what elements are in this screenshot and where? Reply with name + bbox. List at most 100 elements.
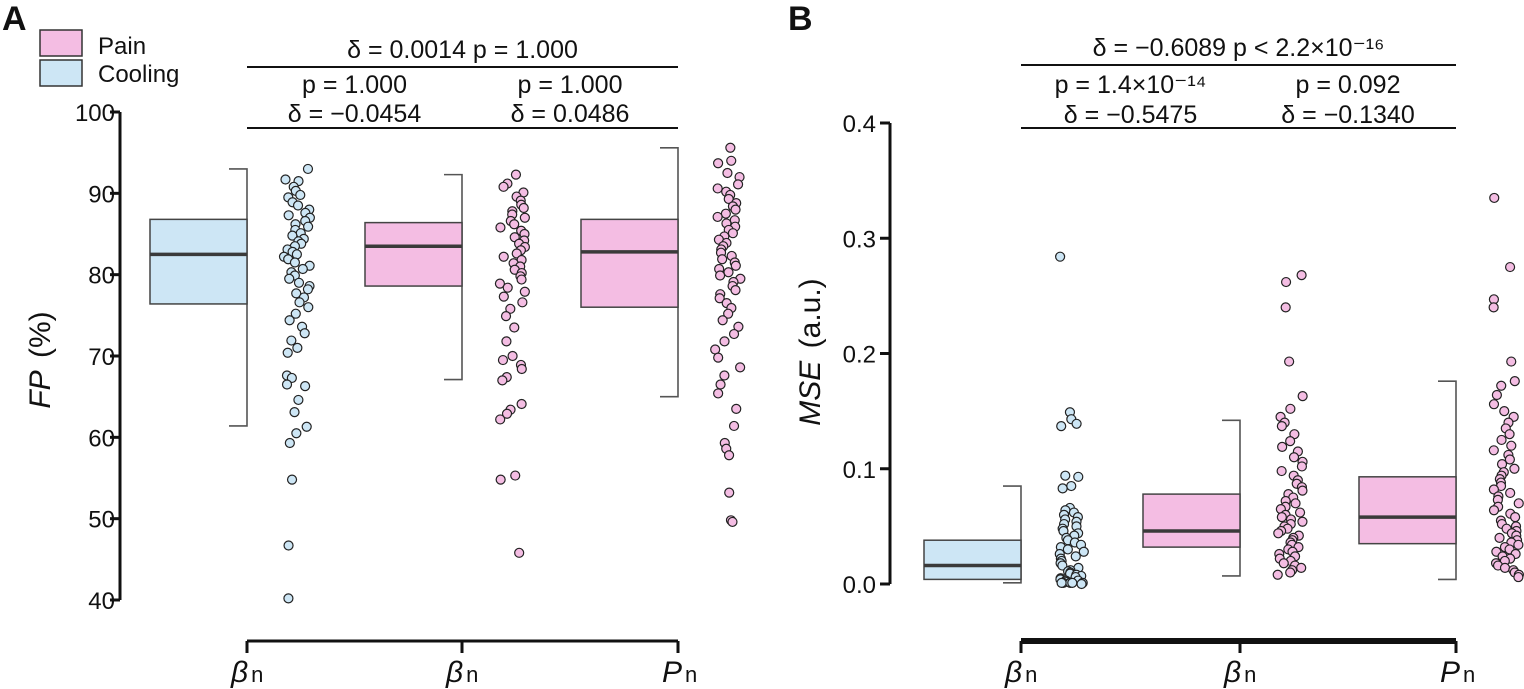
panel-a-comparison-stat: p = 1.000 bbox=[518, 71, 623, 99]
legend: Pain Cooling bbox=[39, 29, 179, 88]
panel-b-data-point bbox=[1285, 567, 1296, 578]
panel-a-data-point bbox=[497, 354, 509, 366]
legend-label-pain: Pain bbox=[98, 33, 146, 60]
panel-a-data-point bbox=[501, 408, 513, 419]
panel-b-data-point bbox=[1055, 251, 1066, 262]
panel-b-data-point bbox=[1491, 389, 1502, 401]
panel-a-data-point bbox=[498, 291, 509, 302]
panel-a-data-point bbox=[292, 342, 303, 353]
panel-b-data-point bbox=[1494, 532, 1505, 544]
panel-a-data-point bbox=[514, 547, 525, 558]
panel-b-data-point bbox=[1276, 421, 1287, 432]
panel-b-ylabel-unit: (a.u.) bbox=[794, 278, 827, 348]
panel-a-data-point bbox=[510, 470, 521, 481]
panel-b-data-point bbox=[1277, 441, 1288, 452]
panel-b-letter: B bbox=[788, 0, 813, 38]
panel-a-data-point bbox=[301, 421, 312, 432]
panel-a-data-point bbox=[283, 210, 294, 221]
panel-a-data-point bbox=[302, 221, 314, 232]
panel-b-y-tick-label: 0.1 bbox=[843, 457, 876, 484]
panel-a-data-point bbox=[725, 142, 736, 153]
panel-a-data-point bbox=[516, 363, 527, 375]
panel-b-data-point bbox=[1505, 487, 1516, 499]
panel-a-data-point bbox=[517, 297, 528, 308]
panel-b-data-point bbox=[1073, 471, 1084, 482]
panel-a-data-point bbox=[719, 336, 730, 347]
panel-a-y-tick-label: 40 bbox=[88, 588, 115, 615]
panel-a-data-point bbox=[712, 211, 723, 223]
panel-a-data-point bbox=[284, 315, 295, 326]
panel-a-data-point bbox=[518, 202, 529, 214]
legend-swatch-pain bbox=[39, 29, 83, 57]
panel-b-comparison-stat: δ = −0.6089 p < 2.2×10⁻¹⁶ bbox=[1093, 34, 1385, 62]
panel-b-data-point bbox=[1278, 558, 1289, 569]
panel-a-data-point bbox=[720, 208, 731, 219]
panel-a-data-point bbox=[722, 167, 733, 179]
panel-b-data-point bbox=[1488, 445, 1499, 456]
panel-b-data-point bbox=[1057, 483, 1068, 494]
panel-a-data-point bbox=[726, 155, 737, 166]
panel-a-data-point bbox=[280, 174, 291, 185]
panel-a-data-point bbox=[516, 398, 527, 410]
panel-b-whisker bbox=[1003, 485, 1022, 584]
panel-b-data-point bbox=[1290, 498, 1301, 509]
panel-b-data-point bbox=[1296, 461, 1308, 472]
panel-a-data-point bbox=[727, 228, 738, 239]
panel-a-data-point bbox=[284, 273, 295, 284]
panel-a-data-point bbox=[732, 179, 744, 190]
panel-a-data-point bbox=[283, 593, 294, 604]
panel-a-data-point bbox=[302, 284, 314, 295]
panel-a-data-point bbox=[500, 311, 512, 322]
panel-b-data-point bbox=[1506, 440, 1517, 451]
panel-b-data-point bbox=[1280, 302, 1291, 313]
panel-a-box bbox=[149, 218, 248, 305]
panel-a-data-point bbox=[297, 263, 308, 275]
panel-a-data-point bbox=[502, 282, 513, 293]
panel-b-data-point bbox=[1506, 356, 1517, 367]
panel-b-data-point bbox=[1076, 578, 1087, 590]
panel-b-data-point bbox=[1297, 391, 1308, 402]
panel-b-data-point bbox=[1276, 512, 1287, 523]
panel-b-data-point bbox=[1499, 406, 1510, 417]
panel-b-y-tick-label: 0.0 bbox=[843, 572, 876, 599]
panel-a-ylabel-unit: (%) bbox=[24, 311, 57, 358]
panel-a-data-point bbox=[283, 540, 294, 551]
panel-b-data-point bbox=[1056, 421, 1067, 432]
panel-a-data-point bbox=[713, 388, 724, 399]
panel-a-data-point bbox=[293, 394, 304, 406]
panel-a-data-point bbox=[509, 219, 520, 230]
panel-a-data-point bbox=[516, 274, 527, 285]
panel-a-data-point bbox=[717, 254, 728, 265]
panel-b-data-point bbox=[1513, 539, 1524, 550]
panel-b-comparison-stat: δ = −0.1340 bbox=[1281, 101, 1414, 129]
panel-a-data-point bbox=[507, 350, 518, 362]
panel-a-data-point bbox=[495, 414, 506, 425]
panel-b-data-point bbox=[1496, 434, 1507, 446]
panel-b-data-point bbox=[1276, 465, 1287, 477]
panel-b-data-point bbox=[1272, 569, 1283, 580]
panel-b-data-point bbox=[1513, 571, 1524, 583]
panel-a-data-point bbox=[735, 362, 746, 373]
panel-a-data-point bbox=[714, 293, 725, 304]
panel-a-data-point bbox=[497, 375, 508, 386]
panel-b-data-point bbox=[1509, 463, 1520, 474]
panel-b-data-point bbox=[1488, 399, 1500, 410]
panel-a-data-point bbox=[713, 352, 724, 363]
panel-a-data-point bbox=[282, 347, 293, 358]
panel-a-data-point bbox=[495, 474, 506, 485]
panel-a-data-point bbox=[733, 321, 744, 332]
panel-a-ylabel: FP (%) bbox=[24, 311, 57, 408]
panel-a-comparison-stat: δ = 0.0486 bbox=[511, 100, 630, 128]
panel-b-box bbox=[1142, 493, 1241, 548]
panel-a-data-point bbox=[519, 286, 530, 297]
panel-a-comparison-stat: p = 1.000 bbox=[302, 71, 407, 99]
panel-a-data-point bbox=[728, 328, 740, 340]
panel-a-y-tick-label: 90 bbox=[88, 181, 115, 208]
